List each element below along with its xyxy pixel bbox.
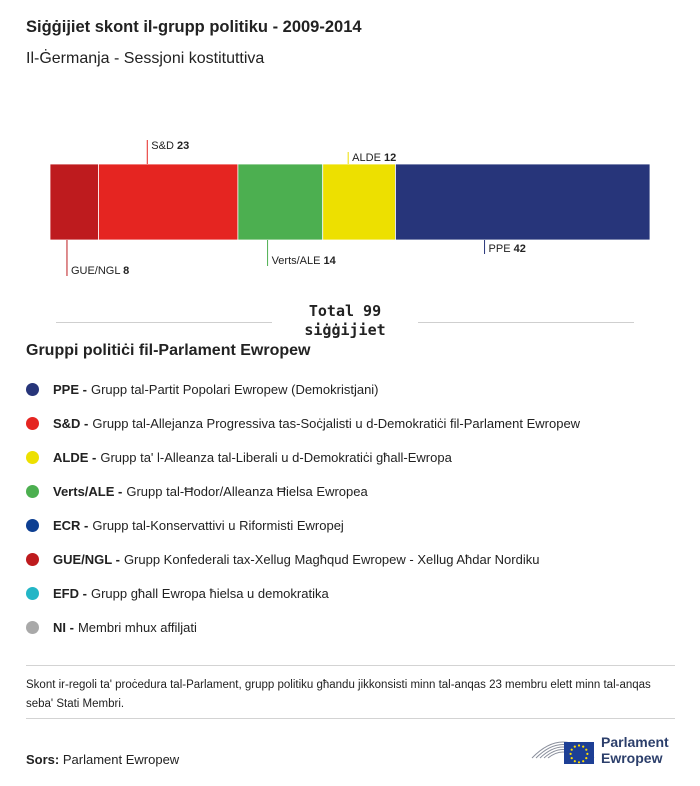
legend-item-ppe: PPE - Grupp tal-Partit Popolari Ewropew (… <box>26 372 580 406</box>
legend-item-sd: S&D - Grupp tal-Allejanza Progressiva tas… <box>26 406 580 440</box>
legend-dot <box>26 416 39 430</box>
source-label: Sors: <box>26 752 60 767</box>
stacked-seat-bar-chart: GUE/NGL 8 S&D 23 Verts/ALE 14 ALDE 12 PPE 42 <box>49 140 651 277</box>
legend-abbr: NI - <box>53 619 74 635</box>
legend-text: Grupp tal-Ħodor/Alleanza Ħielsa Ewropea <box>126 483 368 499</box>
data-label-s-d: S&D 23 <box>151 140 189 152</box>
legend-text: Grupp għall Ewropa ħielsa u demokratika <box>90 585 329 601</box>
data-label-gue-ngl: GUE/NGL 8 <box>71 265 129 277</box>
legend-text: Membri mhux affiljati <box>77 619 197 635</box>
bar-segment-ppe <box>395 163 651 241</box>
legend-item-gue-ngl: GUE/NGL - Grupp Konfederali tax-Xellug Ma… <box>26 542 580 576</box>
legend-text: Grupp Konfederali tax-Xellug Magħqud Ewr… <box>123 551 540 567</box>
legend-abbr: S&D - <box>53 415 89 431</box>
legend-item-ecr: ECR - Grupp tal-Konservattivi u Riformist… <box>26 508 580 542</box>
legend-title: Gruppi politiċi fil-Parlament Ewropew <box>26 342 311 359</box>
bar-segment-verts-ale <box>237 163 324 241</box>
logo-wordmark: Parlament Ewropew <box>601 734 669 766</box>
legend-dot <box>26 382 39 396</box>
legend-abbr: PPE - <box>53 381 87 397</box>
logo-line-1: Parlament <box>601 734 669 750</box>
footnote: Skont ir-regoli ta' proċedura tal-Parlam… <box>26 679 651 710</box>
legend-dot <box>26 518 39 532</box>
legend-item-alde: ALDE - Grupp ta' l-Alleanza tal-Liberali … <box>26 440 580 474</box>
total-line-2: siġġijiet <box>304 321 386 339</box>
legend-text: Grupp tal-Partit Popolari Ewropew (Demok… <box>90 381 379 397</box>
footer-divider-top <box>26 665 675 666</box>
chart-title: Siġġijiet skont il-grupp politiku - 2009… <box>26 18 362 36</box>
total-label: Total 99 siġġijiet <box>272 302 418 340</box>
bar-segment-alde <box>322 163 396 241</box>
total-divider-left <box>56 322 272 323</box>
data-label-verts-ale: Verts/ALE 14 <box>272 255 337 267</box>
footer-divider-bottom <box>26 718 675 719</box>
total-seats: Total 99 siġġijiet <box>56 300 634 344</box>
total-divider-right <box>418 322 634 323</box>
logo-line-2: Ewropew <box>601 750 663 766</box>
legend-abbr: ALDE - <box>53 449 97 465</box>
legend-dot <box>26 620 39 634</box>
source: Sors: Parlament Ewropew <box>26 752 179 767</box>
parliament-hemicycle-icon <box>531 741 595 764</box>
chart-subtitle: Il-Ġermanja - Sessjoni kostituttiva <box>26 50 265 67</box>
source-value: Parlament Ewropew <box>62 752 180 767</box>
total-line-1: Total 99 <box>308 302 382 320</box>
legend-abbr: GUE/NGL - <box>53 551 120 567</box>
legend-dot <box>26 586 39 600</box>
legend-text: Grupp tal-Konservattivi u Riformisti Ewr… <box>92 517 344 533</box>
european-parliament-logo: Parlament Ewropew <box>530 728 680 770</box>
legend-item-verts-ale: Verts/ALE - Grupp tal-Ħodor/Alleanza Ħiel… <box>26 474 580 508</box>
legend-dot <box>26 484 39 498</box>
legend-text: Grupp tal-Allejanza Progressiva tas-Soċj… <box>92 415 581 431</box>
data-label-ppe: PPE 42 <box>489 243 526 255</box>
legend-item-efd: EFD - Grupp għall Ewropa ħielsa u demokra… <box>26 576 580 610</box>
legend: PPE - Grupp tal-Partit Popolari Ewropew (… <box>26 372 580 644</box>
legend-item-ni: NI - Membri mhux affiljati <box>26 610 580 644</box>
legend-abbr: EFD - <box>53 585 87 601</box>
legend-text: Grupp ta' l-Alleanza tal-Liberali u d-De… <box>100 449 452 465</box>
bar-segment-gue-ngl <box>49 163 99 241</box>
legend-abbr: Verts/ALE - <box>53 483 123 499</box>
legend-abbr: ECR - <box>53 517 89 533</box>
legend-dot <box>26 450 39 464</box>
bar-segment-s-d <box>98 163 239 241</box>
data-label-alde: ALDE 12 <box>352 152 396 164</box>
legend-dot <box>26 552 39 566</box>
